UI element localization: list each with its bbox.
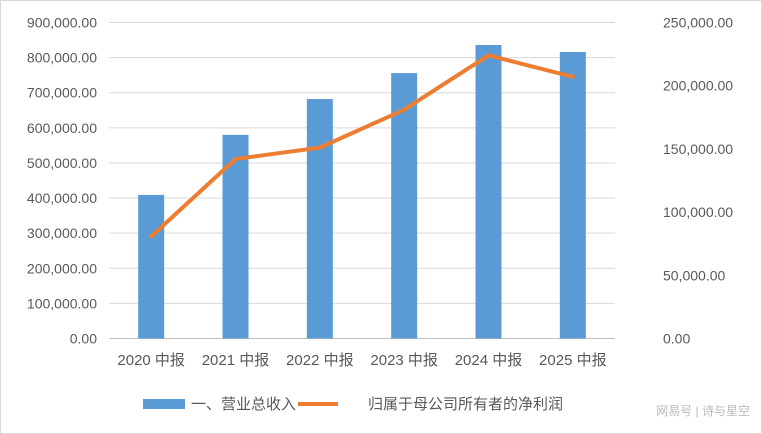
x-tick-label: 2022 中报 <box>286 352 354 369</box>
left-tick-label: 700,000.00 <box>27 85 97 101</box>
bar-revenue <box>559 51 586 339</box>
legend-swatch-line <box>298 401 339 406</box>
bar-revenue <box>306 99 333 339</box>
x-tick-label: 2020 中报 <box>117 352 185 369</box>
x-tick-label: 2023 中报 <box>370 352 438 369</box>
legend-label-revenue: 一、营业总收入 <box>191 396 297 413</box>
line-net-profit <box>149 53 575 239</box>
watermark: 网易号 | 诗与星空 <box>656 404 750 418</box>
legend: 一、营业总收入 归属于母公司所有者的净利润 <box>143 393 563 414</box>
left-tick-label: 800,000.00 <box>27 50 97 66</box>
bar-revenue <box>391 73 418 339</box>
left-tick-label: 100,000.00 <box>27 295 97 311</box>
left-tick-label: 400,000.00 <box>27 190 97 206</box>
legend-swatch-bar <box>143 398 185 409</box>
right-tick-label: 200,000.00 <box>663 78 733 94</box>
x-tick-label: 2025 中报 <box>539 352 607 369</box>
bar-revenue <box>475 44 502 339</box>
left-tick-label: 0.00 <box>70 331 97 347</box>
right-tick-label: 50,000.00 <box>663 267 725 283</box>
bar-revenue <box>138 194 165 339</box>
left-tick-label: 500,000.00 <box>27 155 97 171</box>
left-tick-label: 300,000.00 <box>27 225 97 241</box>
left-tick-label: 600,000.00 <box>27 120 97 136</box>
legend-label-profit: 归属于母公司所有者的净利润 <box>368 396 564 413</box>
left-tick-label: 200,000.00 <box>27 260 97 276</box>
left-tick-label: 900,000.00 <box>27 15 97 31</box>
right-tick-label: 0.00 <box>663 331 690 347</box>
right-tick-label: 100,000.00 <box>663 204 733 220</box>
right-tick-label: 250,000.00 <box>663 15 733 31</box>
x-tick-label: 2024 中报 <box>455 352 523 369</box>
right-tick-label: 150,000.00 <box>663 141 733 157</box>
x-tick-label: 2021 中报 <box>202 352 270 369</box>
